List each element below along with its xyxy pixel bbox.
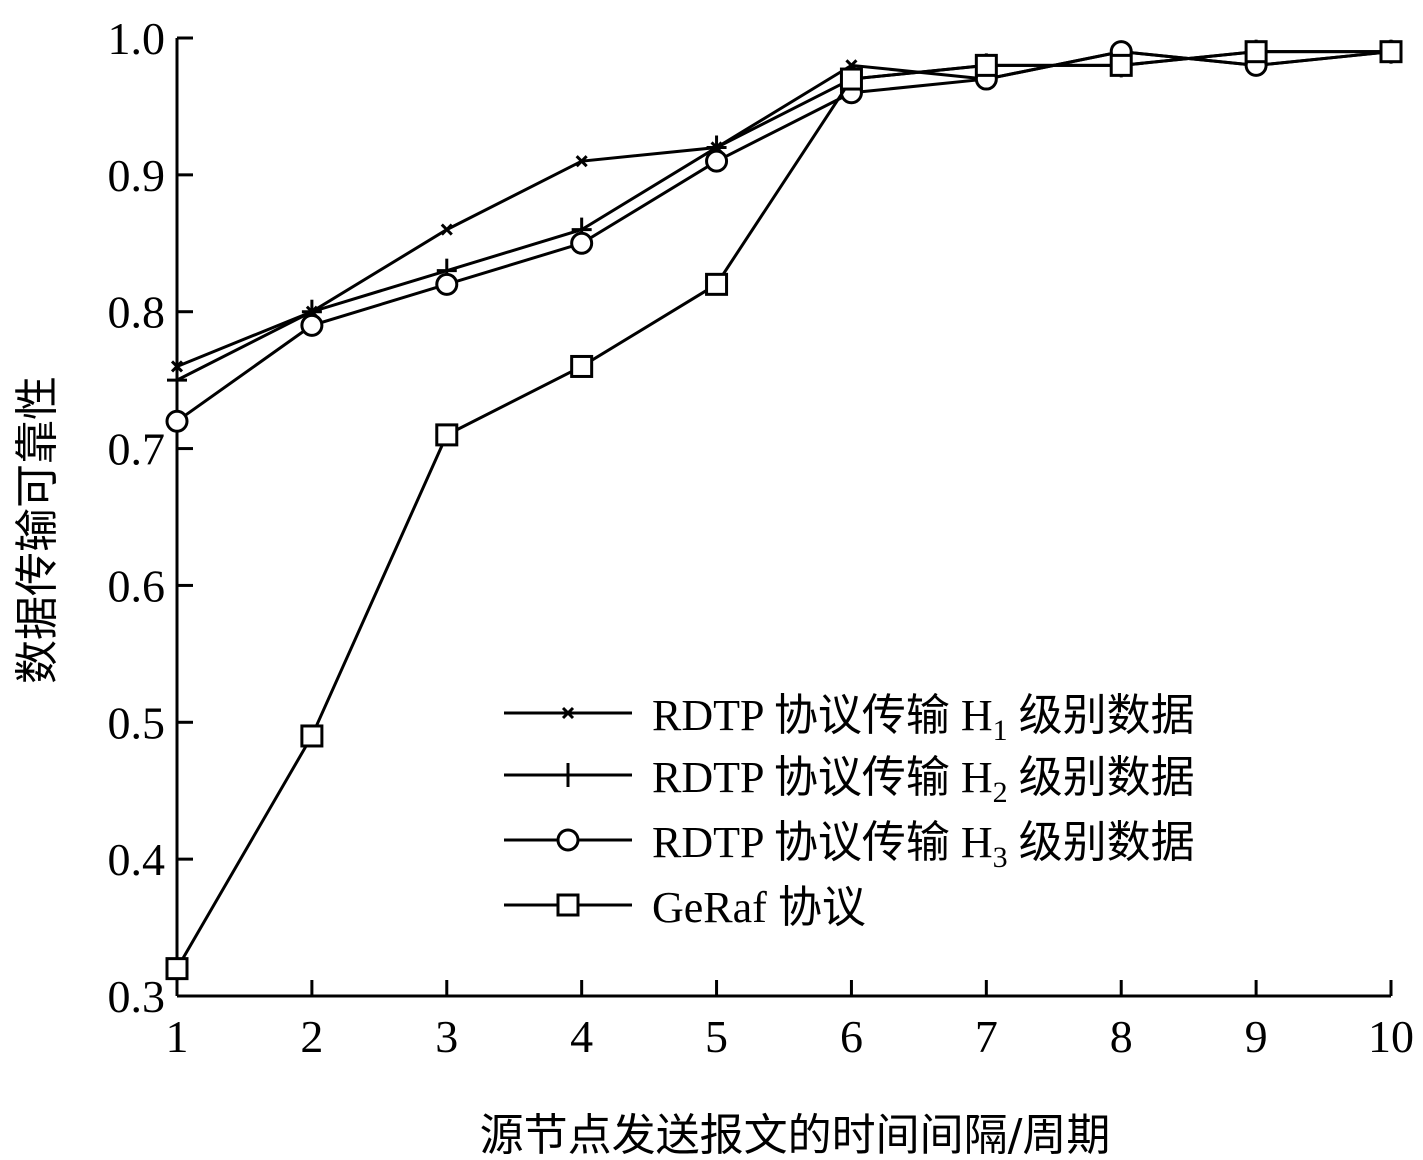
y-tick-label: 0.8 bbox=[108, 287, 166, 338]
legend-item-1: RDTP 协议传输 H1 级别数据 bbox=[504, 691, 1195, 747]
y-tick-label: 0.3 bbox=[108, 971, 166, 1022]
series-line bbox=[176, 50, 1391, 382]
data-point bbox=[165, 957, 189, 981]
legend-marker bbox=[556, 828, 580, 852]
legend-marker bbox=[558, 763, 578, 787]
y-tick-label: 0.4 bbox=[108, 834, 166, 885]
x-tick-label: 7 bbox=[975, 1011, 998, 1062]
y-tick-label: 1.0 bbox=[108, 13, 166, 64]
series-1 bbox=[170, 45, 1398, 373]
data-point bbox=[435, 423, 459, 447]
data-point bbox=[839, 67, 863, 91]
data-point bbox=[165, 409, 189, 433]
legend-item-2: RDTP 协议传输 H2 级别数据 bbox=[504, 753, 1195, 809]
x-axis-title: 源节点发送报文的时间间隔/周期 bbox=[480, 1110, 1111, 1160]
x-tick-label: 1 bbox=[166, 1011, 189, 1062]
data-point bbox=[575, 155, 588, 168]
series-group bbox=[165, 39, 1403, 981]
y-tick-label: 0.9 bbox=[108, 150, 166, 201]
series-4 bbox=[165, 40, 1403, 981]
x-tick-label: 5 bbox=[705, 1011, 728, 1062]
data-point bbox=[570, 231, 594, 255]
series-line bbox=[176, 50, 1392, 368]
data-point bbox=[300, 724, 324, 748]
x-tick-label: 2 bbox=[300, 1011, 323, 1062]
data-point bbox=[435, 272, 459, 296]
legend-marker bbox=[556, 893, 580, 917]
data-point bbox=[1379, 40, 1403, 64]
legend-label: RDTP 协议传输 H3 级别数据 bbox=[652, 818, 1195, 874]
series-line bbox=[175, 50, 1391, 970]
x-tick-label: 6 bbox=[840, 1011, 863, 1062]
legend: RDTP 协议传输 H1 级别数据 RDTP 协议传输 H2 级别数据 RDTP 协… bbox=[504, 691, 1195, 932]
data-point bbox=[974, 53, 998, 77]
legend-marker bbox=[561, 706, 575, 720]
data-point bbox=[1109, 53, 1133, 77]
legend-label: GeRaf 协议 bbox=[652, 883, 866, 932]
y-tick-label: 0.5 bbox=[108, 697, 166, 748]
data-point bbox=[440, 223, 453, 236]
y-axis-title: 数据传输可靠性 bbox=[12, 376, 63, 684]
legend-item-4: GeRaf 协议 bbox=[504, 883, 866, 932]
data-point bbox=[1244, 40, 1268, 64]
data-point bbox=[570, 354, 594, 378]
x-tick-label: 3 bbox=[435, 1011, 458, 1062]
axis-ticks: 0.3 0.4 0.5 0.6 0.7 0.8 0.9 1.0 1 2 3 4 5 6 7 8 9 10 bbox=[108, 13, 1415, 1062]
data-point bbox=[170, 360, 184, 373]
x-tick-label: 9 bbox=[1245, 1011, 1268, 1062]
legend-item-3: RDTP 协议传输 H3 级别数据 bbox=[504, 818, 1195, 874]
series-3 bbox=[165, 40, 1403, 433]
axes bbox=[175, 38, 1391, 998]
y-tick-label: 0.6 bbox=[108, 560, 166, 611]
data-point bbox=[300, 313, 324, 337]
x-tick-label: 8 bbox=[1110, 1011, 1133, 1062]
data-point bbox=[705, 272, 729, 296]
series-2 bbox=[167, 39, 1401, 393]
y-tick-label: 0.7 bbox=[108, 424, 166, 475]
data-point bbox=[167, 368, 187, 393]
data-point bbox=[705, 149, 729, 173]
x-tick-label: 4 bbox=[570, 1011, 593, 1062]
x-tick-label: 10 bbox=[1368, 1011, 1414, 1062]
legend-label: RDTP 协议传输 H1 级别数据 bbox=[652, 691, 1195, 747]
legend-label: RDTP 协议传输 H2 级别数据 bbox=[652, 753, 1195, 809]
